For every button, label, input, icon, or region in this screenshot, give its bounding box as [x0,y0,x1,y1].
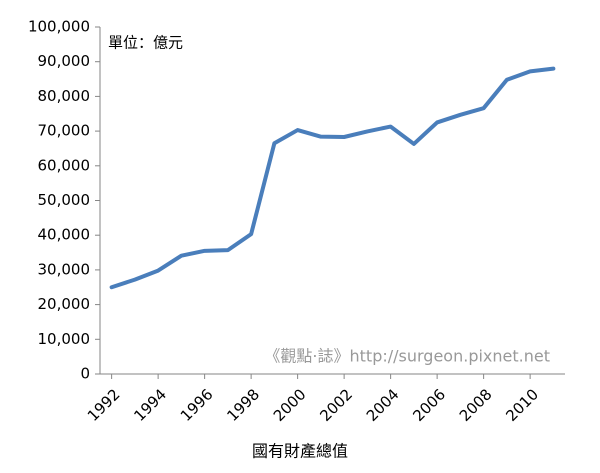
y-tick-label: 100,000 [28,18,90,36]
y-tick-label: 80,000 [38,87,91,105]
x-tick-label: 1994 [130,385,170,425]
y-tick-label: 60,000 [38,156,91,174]
x-tick-label: 2010 [502,385,542,425]
x-tick-label: 2008 [456,385,496,425]
y-tick-label: 10,000 [38,330,91,348]
x-tick-label: 2000 [270,385,310,425]
x-tick-label: 2006 [409,385,449,425]
y-tick-label: 50,000 [38,191,91,209]
y-tick-label: 20,000 [38,295,91,313]
y-tick-label: 70,000 [38,122,91,140]
unit-note: 單位：億元 [108,34,183,52]
x-tick-label: 2004 [363,385,403,425]
y-tick-label: 40,000 [38,226,91,244]
data-line [109,66,556,290]
y-tick-label: 30,000 [38,260,91,278]
x-tick-label: 1996 [177,385,217,425]
x-tick-label: 1998 [223,385,263,425]
y-tick-label: 90,000 [38,52,91,70]
x-tick-label: 2002 [316,385,356,425]
y-tick-label: 0 [80,365,90,383]
x-axis-label: 國有財產總值 [252,442,348,461]
watermark: 《觀點·誌》http://surgeon.pixnet.net [264,347,550,366]
x-tick-label: 1992 [84,385,124,425]
